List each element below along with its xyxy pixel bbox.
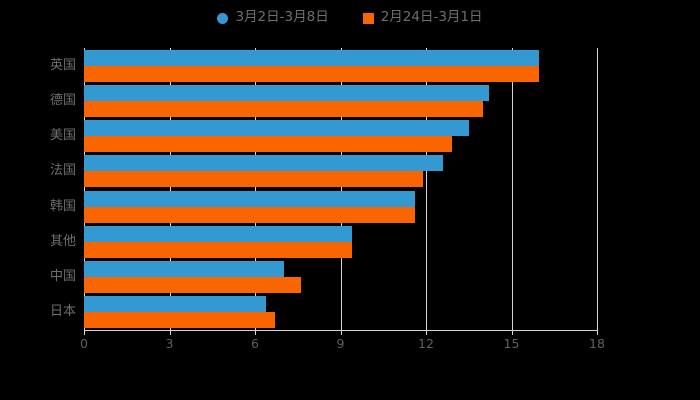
x-grid-line: [511, 48, 513, 330]
y-axis-category-label: 韩国: [49, 198, 76, 214]
plot-area: [84, 48, 598, 330]
bar[interactable]: [84, 65, 539, 82]
x-axis-tick: [511, 330, 513, 335]
x-axis-tick: [84, 330, 85, 335]
chart-legend: 3月2日-3月8日 2月24日-3月1日: [0, 6, 700, 30]
x-axis-tick: [597, 330, 598, 335]
bar[interactable]: [84, 120, 469, 137]
x-axis-tick-label: 0: [80, 336, 88, 351]
x-axis-tick-label: 3: [165, 336, 174, 351]
x-axis-tick-label: 6: [251, 336, 259, 351]
legend-item-series-1[interactable]: 3月2日-3月8日: [217, 9, 329, 26]
x-axis-tick: [169, 330, 171, 335]
legend-label-series-2: 2月24日-3月1日: [380, 9, 483, 26]
bar[interactable]: [84, 100, 483, 117]
bar[interactable]: [84, 84, 489, 101]
y-axis-category-label: 其他: [49, 233, 76, 249]
y-axis-category-label: 日本: [49, 304, 76, 320]
legend-label-series-1: 3月2日-3月8日: [235, 9, 329, 26]
x-grid-line: [84, 48, 85, 330]
legend-circle-marker-icon: [217, 12, 229, 24]
y-axis-category-labels: 英国德国美国法国韩国其他中国日本: [0, 48, 76, 330]
legend-item-series-2[interactable]: 2月24日-3月1日: [362, 9, 483, 26]
y-axis-category-label: 美国: [49, 128, 76, 144]
y-axis-category-label: 中国: [49, 269, 76, 285]
x-grid-line: [169, 48, 171, 330]
x-grid-line: [255, 48, 256, 330]
bar[interactable]: [84, 277, 301, 294]
x-axis-tick-label: 9: [336, 336, 345, 351]
bar[interactable]: [84, 225, 352, 242]
y-axis-category-label: 英国: [49, 57, 76, 73]
bar[interactable]: [84, 136, 452, 153]
bar[interactable]: [84, 241, 352, 258]
x-axis-tick-label: 18: [589, 336, 605, 351]
bar[interactable]: [84, 206, 415, 223]
bar[interactable]: [84, 312, 275, 329]
bar[interactable]: [84, 171, 424, 188]
x-axis-tick-label: 15: [503, 336, 520, 351]
x-axis-tick: [340, 330, 342, 335]
x-axis-tick: [255, 330, 256, 335]
y-axis-category-label: 德国: [49, 92, 76, 108]
y-axis-category-label: 法国: [49, 163, 76, 179]
x-axis-tick: [426, 330, 427, 335]
bar[interactable]: [84, 49, 539, 66]
x-grid-line: [426, 48, 427, 330]
bar[interactable]: [84, 261, 284, 278]
x-grid-line: [340, 48, 342, 330]
bar[interactable]: [84, 296, 267, 313]
legend-square-marker-icon: [362, 12, 374, 24]
x-axis-tick-label: 12: [418, 336, 434, 351]
bar[interactable]: [84, 190, 415, 207]
bar[interactable]: [84, 155, 444, 172]
x-grid-line: [597, 48, 598, 330]
